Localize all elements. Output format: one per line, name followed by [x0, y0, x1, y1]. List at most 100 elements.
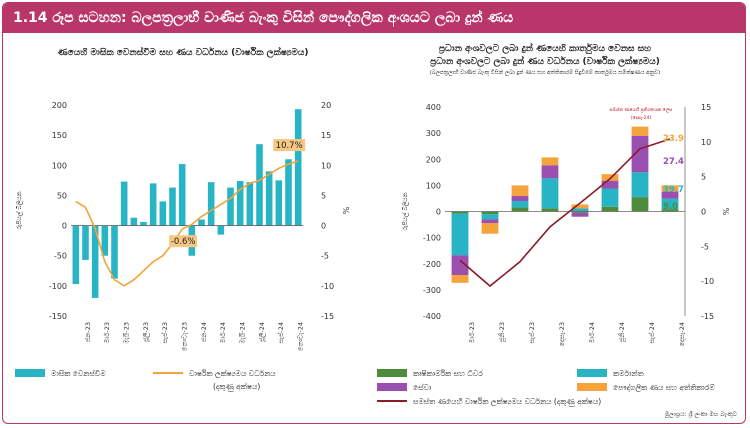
legend-label: සේවා — [413, 382, 432, 392]
y-tick-label: 400 — [426, 103, 441, 112]
y-tick-label: -400 — [423, 312, 441, 321]
y2-tick-label: -5 — [321, 252, 329, 261]
bar-segment — [631, 126, 649, 136]
y2-tick-label: -10 — [701, 277, 714, 286]
y-tick-label: -300 — [423, 286, 441, 295]
share-annotation-date: (දෙසැ-24) — [631, 115, 652, 121]
y2-tick-label: -5 — [701, 242, 709, 251]
source-note: මූලාශ්‍රය: ශ්‍රී ලංකා මහ බැංකුව — [664, 411, 737, 418]
bar-segment — [511, 185, 529, 196]
y-tick-label: 300 — [426, 129, 441, 138]
bar — [91, 225, 99, 298]
x-tick-label: මාර්-24 — [588, 322, 596, 343]
y-axis-label: රුපියල් බිලියන — [402, 192, 409, 230]
bar — [72, 225, 80, 285]
figure-frame: 1.14 රූප සටහන: බලපත්‍රලාභී වාණිජ බැංකු ව… — [2, 2, 746, 424]
bar-segment — [661, 191, 679, 199]
bar-segment — [571, 208, 589, 212]
bar-segment — [571, 212, 589, 217]
bar-segment — [481, 219, 499, 224]
legend-swatch — [577, 383, 607, 391]
x-tick-label: සැප්-24 — [277, 322, 285, 344]
y2-tick-label: 0 — [701, 208, 706, 217]
bar — [198, 219, 205, 226]
x-tick-label: මැයි-23 — [122, 322, 130, 344]
y2-tick-label: -15 — [701, 312, 714, 321]
annotation-label: -0.6% — [171, 237, 196, 247]
bar-segment — [481, 214, 499, 220]
y2-tick-label: 15 — [701, 103, 711, 112]
y2-tick-label: 20 — [321, 101, 331, 110]
bar — [256, 144, 263, 226]
legend-swatch — [377, 383, 407, 391]
x-tick-label: මාර්-24 — [219, 322, 227, 343]
figure-title: 1.14 රූප සටහන: බලපත්‍රලාභී වාණිජ බැංකු ව… — [3, 3, 745, 33]
legend-swatch — [377, 369, 407, 377]
x-tick-label: මාර්-23 — [468, 322, 476, 343]
x-tick-label: ජූනි-24 — [618, 322, 627, 343]
bar — [120, 181, 128, 226]
y-tick-label: 200 — [426, 155, 441, 164]
x-tick-label: නොවැ-23 — [181, 322, 189, 351]
y-tick-label: 100 — [426, 181, 441, 190]
x-tick-label: ජූලි-24 — [258, 322, 267, 343]
x-tick-label: මාර්-23 — [103, 322, 111, 343]
bar-segment — [571, 204, 589, 209]
bar — [111, 225, 118, 279]
bar — [130, 217, 138, 226]
share-value: 39.7 — [663, 185, 684, 195]
y-tick-label: 0 — [436, 208, 441, 217]
bar-segment — [511, 201, 529, 208]
y2-axis-label: % — [721, 208, 730, 216]
chart-2-title-line2: ප්‍රධාන අංශවලට ලබා දුන් ණය වර්ධනය (වාර්ෂ… — [430, 55, 660, 68]
y-tick-label: -200 — [423, 260, 441, 269]
x-tick-label: නොවැ-24 — [297, 322, 305, 351]
y-tick-label: -50 — [54, 252, 67, 261]
x-tick-label: ජූලි-23 — [142, 322, 151, 343]
y-tick-label: -100 — [423, 234, 441, 243]
bar — [178, 164, 186, 226]
annotation-label: 10.7% — [276, 141, 303, 151]
legend-label: කෘෂිකාර්මික සහ ධීවර — [413, 368, 483, 378]
x-tick-label: ජූනි-23 — [498, 322, 507, 343]
bar-segment — [481, 211, 499, 215]
bar-segment — [541, 157, 559, 166]
y-tick-label: 150 — [52, 131, 67, 140]
x-tick-label: දෙසැ-24 — [678, 322, 686, 346]
x-tick-label: සැප්-24 — [648, 322, 656, 344]
chart-1: ණයෙහි මාසික වෙනස්වීම සහ ණය වර්ධනය (වාර්ෂ… — [15, 46, 350, 392]
bar-segment — [571, 211, 589, 213]
y-axis-label: රුපියල් බිලියන — [16, 191, 23, 229]
bar — [169, 187, 176, 226]
bar — [294, 109, 302, 226]
bar-segment — [661, 185, 679, 192]
bar-segment — [601, 206, 619, 212]
share-value: 23.9 — [663, 134, 684, 144]
legend-label: මාසික වෙනස්වීම — [51, 368, 106, 378]
y2-tick-label: 15 — [321, 131, 331, 140]
bar-segment — [601, 174, 619, 181]
x-tick-label: සැප්-23 — [528, 322, 536, 344]
bar — [101, 225, 109, 256]
bar — [140, 221, 147, 226]
y2-tick-label: 10 — [321, 161, 331, 170]
y-tick-label: 100 — [52, 161, 67, 170]
bar-segment — [451, 274, 469, 283]
bar-segment — [601, 188, 619, 207]
share-annotation-title: සමස්ත ණයෙහි ප්‍රතිශතයක ලෙස — [610, 107, 674, 113]
bar-segment — [601, 180, 619, 189]
annotation-box — [273, 139, 306, 152]
bar-segment — [661, 198, 679, 210]
bar-segment — [631, 197, 649, 212]
chart-1-title: ණයෙහි මාසික වෙනස්වීම සහ ණය වර්ධනය (වාර්ෂ… — [58, 46, 309, 59]
y2-tick-label: 5 — [321, 191, 326, 200]
growth-line — [75, 160, 299, 287]
x-tick-label: මැයි-24 — [238, 322, 246, 344]
annotation-box — [169, 235, 198, 248]
bar — [265, 171, 273, 226]
legend-note: (දකුණු අක්ෂය) — [213, 381, 260, 392]
x-tick-label: ජන-24 — [200, 322, 208, 342]
bar-segment — [541, 178, 559, 209]
bar — [236, 180, 244, 226]
bar-segment — [631, 172, 649, 198]
